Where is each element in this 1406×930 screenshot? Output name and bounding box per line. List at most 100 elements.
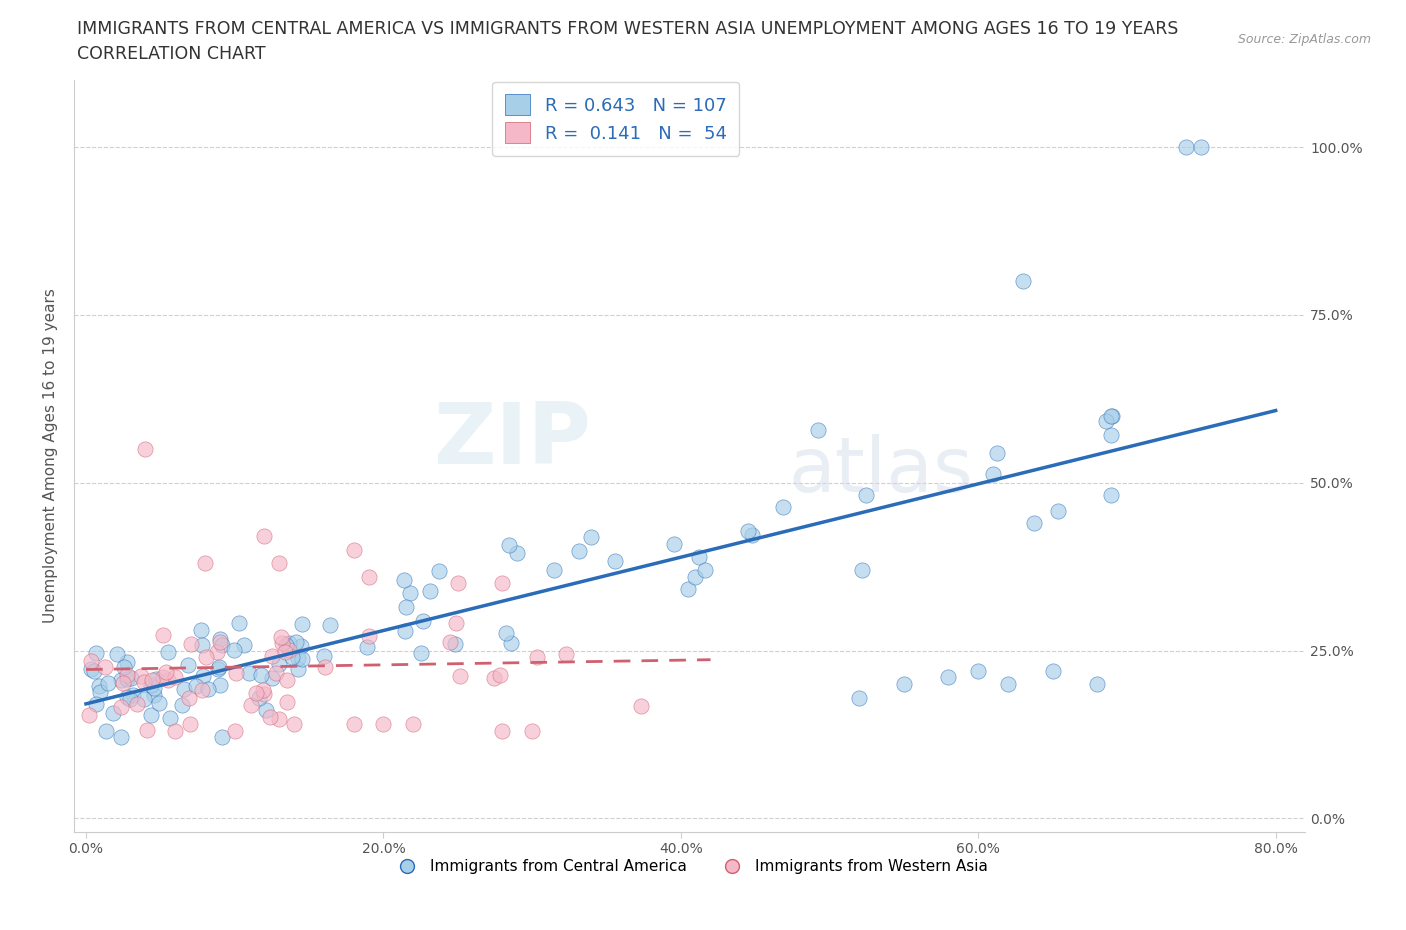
Point — [276, 672, 298, 687]
Point — [312, 648, 335, 663]
Point — [77, 708, 100, 723]
Point — [741, 528, 763, 543]
Point — [165, 724, 187, 738]
Point — [142, 681, 165, 696]
Point — [314, 660, 336, 675]
Point — [134, 442, 156, 457]
Point — [191, 683, 214, 698]
Point — [207, 644, 229, 659]
Point — [129, 669, 152, 684]
Point — [284, 635, 307, 650]
Point — [1099, 408, 1122, 423]
Point — [145, 671, 167, 686]
Point — [893, 677, 915, 692]
Point — [357, 569, 380, 584]
Point — [1085, 677, 1108, 692]
Point — [273, 644, 295, 659]
Point — [211, 637, 233, 652]
Point — [394, 573, 416, 588]
Point — [676, 581, 699, 596]
Point — [444, 616, 467, 631]
Point — [1042, 663, 1064, 678]
Point — [1101, 408, 1123, 423]
Point — [250, 668, 273, 683]
Point — [343, 542, 366, 557]
Point — [180, 637, 202, 652]
Point — [1175, 140, 1198, 154]
Point — [688, 549, 710, 564]
Point — [520, 724, 543, 738]
Point — [208, 660, 231, 675]
Point — [1099, 427, 1122, 442]
Point — [409, 645, 432, 660]
Point — [399, 586, 422, 601]
Point — [177, 690, 200, 705]
Point — [142, 687, 165, 702]
Point — [115, 672, 138, 687]
Point — [568, 544, 591, 559]
Point — [84, 697, 107, 711]
Point — [266, 665, 288, 680]
Point — [270, 635, 292, 650]
Point — [141, 677, 163, 692]
Point — [228, 616, 250, 631]
Point — [554, 647, 576, 662]
Point — [444, 636, 467, 651]
Point — [997, 677, 1019, 692]
Point — [1024, 515, 1046, 530]
Point — [173, 682, 195, 697]
Point — [240, 698, 263, 712]
Point — [402, 717, 425, 732]
Point — [177, 658, 200, 672]
Point — [260, 671, 283, 685]
Point — [270, 630, 292, 644]
Point — [260, 648, 283, 663]
Point — [152, 627, 174, 642]
Point — [191, 638, 214, 653]
Point — [190, 623, 212, 638]
Point — [848, 690, 870, 705]
Legend: Immigrants from Central America, Immigrants from Western Asia: Immigrants from Central America, Immigra… — [385, 853, 994, 881]
Point — [110, 729, 132, 744]
Point — [581, 529, 603, 544]
Point — [498, 538, 520, 552]
Point — [89, 684, 111, 699]
Point — [191, 669, 214, 684]
Point — [194, 556, 217, 571]
Point — [259, 710, 281, 724]
Point — [491, 724, 513, 738]
Point — [222, 643, 245, 658]
Point — [134, 674, 156, 689]
Point — [156, 673, 179, 688]
Point — [136, 723, 159, 737]
Point — [103, 706, 125, 721]
Point — [283, 717, 305, 732]
Point — [662, 537, 685, 551]
Point — [254, 703, 277, 718]
Point — [186, 679, 208, 694]
Point — [395, 599, 418, 614]
Point — [1099, 487, 1122, 502]
Point — [543, 563, 565, 578]
Point — [155, 665, 177, 680]
Point — [967, 663, 990, 678]
Point — [115, 668, 138, 683]
Point — [110, 673, 132, 688]
Text: CORRELATION CHART: CORRELATION CHART — [77, 45, 266, 62]
Point — [83, 664, 105, 679]
Point — [1047, 504, 1070, 519]
Point — [111, 675, 134, 690]
Point — [238, 666, 260, 681]
Point — [491, 576, 513, 591]
Point — [419, 583, 441, 598]
Point — [981, 466, 1004, 481]
Point — [208, 631, 231, 646]
Point — [693, 563, 716, 578]
Point — [247, 690, 270, 705]
Point — [252, 683, 274, 698]
Point — [737, 524, 759, 538]
Point — [287, 650, 309, 665]
Point — [122, 687, 145, 702]
Point — [120, 671, 142, 685]
Point — [274, 638, 297, 653]
